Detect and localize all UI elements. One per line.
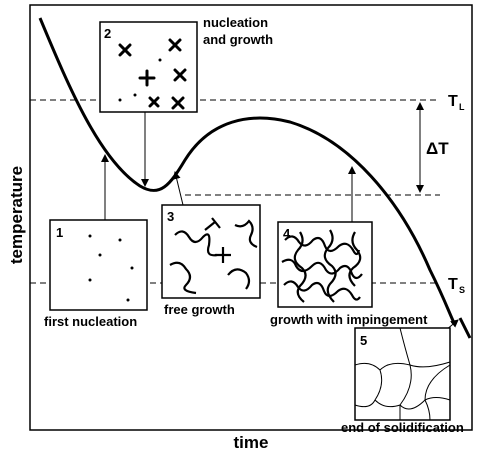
- page: {"axes": {"y_label": "temperature", "x_l…: [0, 0, 481, 453]
- level-subscript: L: [459, 102, 465, 112]
- stage-label: end of solidification: [341, 420, 464, 435]
- level-symbol: T: [448, 93, 458, 110]
- stage-label: and growth: [203, 32, 273, 47]
- arrow: [175, 172, 183, 205]
- level-symbol: T: [448, 276, 458, 293]
- stage-label: nucleation: [203, 15, 268, 30]
- inset-box: [50, 220, 147, 310]
- stage-number: 3: [167, 209, 174, 224]
- y-axis-label: temperature: [7, 166, 26, 264]
- curve-end: [460, 318, 470, 338]
- stage-number: 2: [104, 26, 111, 41]
- diagram: 2 nucleation and growth 1 first nucleati…: [0, 0, 481, 453]
- stage-label: first nucleation: [44, 314, 137, 329]
- inset-box: [162, 205, 260, 298]
- stage-number: 5: [360, 333, 367, 348]
- delta-label: ΔT: [426, 139, 449, 158]
- x-axis-label: time: [234, 433, 269, 452]
- stage-label: free growth: [164, 302, 235, 317]
- stage-number: 4: [283, 226, 291, 241]
- level-subscript: S: [459, 285, 465, 295]
- stage-label: growth with impingement: [270, 312, 428, 327]
- stage-number: 1: [56, 225, 63, 240]
